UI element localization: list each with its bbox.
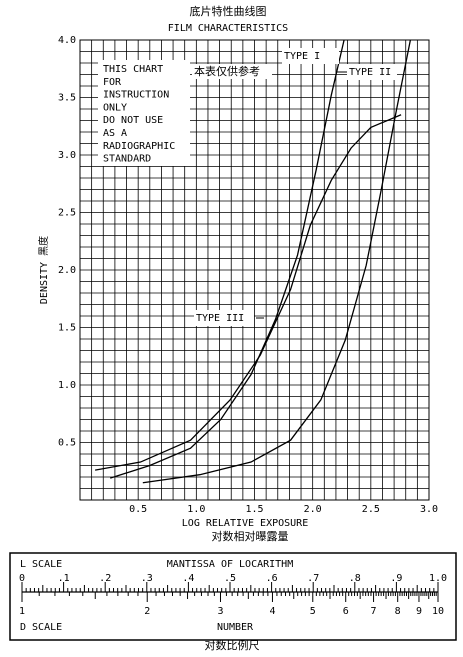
x-tick-label: 3.0	[420, 504, 438, 515]
x-axis-label-cn: 对数相对曝露量	[212, 529, 289, 543]
l-tick-label: .9	[390, 573, 402, 584]
d-tick-label: 9	[416, 606, 422, 617]
plot-frame	[79, 39, 430, 501]
l-scale-title: MANTISSA OF LOCARITHM	[167, 559, 293, 570]
chart-subtitle: FILM CHARACTERISTICS	[168, 23, 288, 34]
note-line: RADIOGRAPHIC	[103, 141, 175, 152]
l-tick-label: .7	[307, 573, 319, 584]
l-tick-label: .1	[58, 573, 70, 584]
d-tick-label: 7	[371, 606, 377, 617]
series-label: TYPE III	[196, 313, 244, 324]
y-tick-label: 3.5	[58, 93, 76, 104]
note-cn-box	[192, 64, 272, 79]
y-tick-label: 3.0	[58, 150, 76, 161]
note-line: FOR	[103, 77, 122, 88]
x-axis-label: LOG RELATIVE EXPOSURE	[182, 518, 308, 529]
series-label-box	[347, 64, 397, 80]
chart-title: 底片特性曲线图	[190, 4, 267, 18]
y-tick-label: 2.5	[58, 208, 76, 219]
l-tick-label: .6	[266, 573, 278, 584]
y-tick-label: 1.5	[58, 323, 76, 334]
y-axis-label: DENSITY 黑度	[37, 236, 50, 304]
d-scale-title: NUMBER	[217, 622, 254, 633]
x-tick-label: 2.0	[304, 504, 322, 515]
note-cn: 本表仅供参考	[194, 64, 260, 78]
note-line: INSTRUCTION	[103, 90, 169, 101]
x-tick-label: 1.0	[187, 504, 205, 515]
series-label: TYPE I	[284, 51, 320, 62]
d-tick-label: 3	[217, 606, 223, 617]
y-tick-label: 1.0	[58, 380, 76, 391]
curve	[110, 39, 345, 479]
d-tick-label: 4	[269, 606, 275, 617]
curve	[95, 114, 402, 471]
d-tick-label: 5	[310, 606, 316, 617]
l-tick-label: 0	[19, 573, 25, 584]
ruler-frame	[9, 552, 457, 641]
x-tick-label: 1.5	[245, 504, 263, 515]
x-tick-label: 2.5	[362, 504, 380, 515]
y-tick-label: 4.0	[58, 35, 76, 46]
ruler-caption: 对数比例尺	[205, 638, 260, 652]
l-tick-label: .3	[141, 573, 153, 584]
series-label-box	[194, 310, 254, 326]
series-label-box	[282, 48, 339, 64]
d-tick-label: 10	[432, 606, 444, 617]
l-tick-label: 1.0	[429, 573, 447, 584]
note-line: AS A	[103, 128, 127, 139]
y-tick-label: 2.0	[58, 265, 76, 276]
l-tick-label: .5	[224, 573, 236, 584]
d-tick-label: 8	[395, 606, 401, 617]
d-tick-label: 1	[19, 606, 25, 617]
l-scale-label: L SCALE	[20, 559, 62, 570]
note-line: THIS CHART	[103, 64, 163, 75]
d-scale-label: D SCALE	[20, 622, 62, 633]
l-tick-label: .2	[99, 573, 111, 584]
x-tick-label: 0.5	[129, 504, 147, 515]
series-label: TYPE II	[349, 67, 391, 78]
note-line: ONLY	[103, 102, 127, 113]
l-tick-label: .8	[349, 573, 361, 584]
note-box	[98, 60, 190, 166]
y-tick-label: 0.5	[58, 438, 76, 449]
d-tick-label: 6	[343, 606, 349, 617]
note-line: STANDARD	[103, 154, 151, 165]
curve	[142, 39, 412, 484]
d-tick-label: 2	[144, 606, 150, 617]
l-tick-label: .4	[182, 573, 194, 584]
note-line: DO NOT USE	[103, 115, 163, 126]
